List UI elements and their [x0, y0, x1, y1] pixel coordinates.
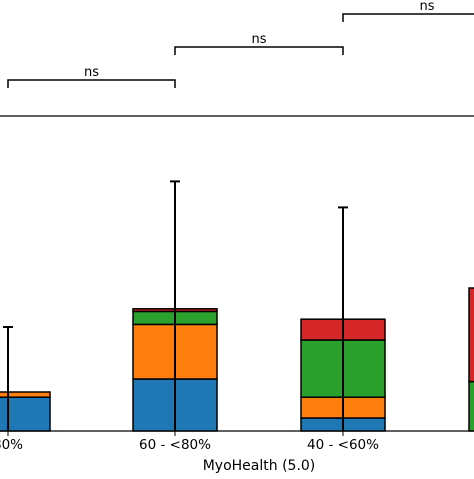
bar-segment: [468, 287, 474, 383]
x-axis-label: MyoHealth (5.0): [203, 458, 316, 474]
error-bars-layer: [3, 180, 348, 431]
significance-label: ns: [419, 0, 434, 14]
significance-label: ns: [84, 65, 99, 80]
bars-layer: [0, 287, 474, 432]
x-tick-label: 80%: [0, 437, 23, 453]
x-tick-label: 40 - <60%: [307, 437, 379, 453]
significance-bracket: [174, 46, 344, 55]
significance-label: ns: [251, 32, 266, 47]
bar-segment: [468, 380, 474, 432]
x-ticks-layer: 80% 60 - <80% 40 - <60%: [0, 431, 379, 453]
significance-bracket: [7, 79, 176, 88]
significance-bracket: [342, 13, 474, 22]
x-tick-label: 60 - <80%: [139, 437, 211, 453]
significance-layer: ns ns ns: [7, 0, 474, 88]
